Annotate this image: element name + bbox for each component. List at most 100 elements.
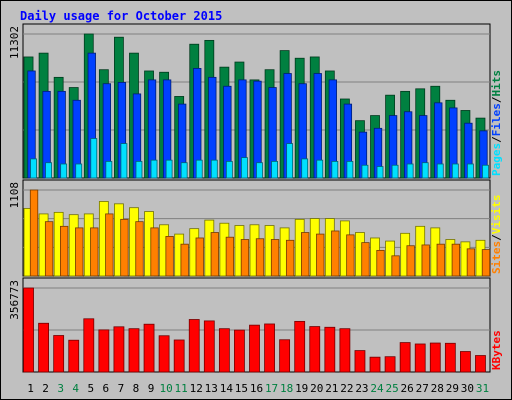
pages-bar-day-3	[60, 163, 68, 179]
kbytes-bar-day-31	[475, 355, 486, 373]
pages-bar-day-11	[180, 162, 188, 179]
pages-bar-day-2	[45, 162, 52, 179]
sites-bar-day-8	[135, 221, 144, 277]
pages-bar-day-25	[391, 164, 399, 179]
sites-bar-day-28	[436, 243, 445, 277]
x-tick-label: 19	[295, 382, 308, 395]
kbytes-bar-day-27	[414, 343, 426, 373]
y-max-label: 356773	[8, 280, 21, 320]
sites-bar-day-31	[481, 249, 491, 277]
visits-sites-panel: 1108 Sites/Visits	[8, 179, 503, 277]
x-tick-label: 20	[310, 382, 323, 395]
legend: Pages/Files/Hits	[490, 70, 503, 176]
x-tick-label: 6	[103, 382, 110, 395]
legend-kbytes: KBytes	[490, 330, 503, 370]
sites-bar-day-12	[195, 237, 204, 277]
kbytes-bar-day-19	[294, 320, 306, 373]
x-tick-label: 16	[250, 382, 263, 395]
sites-bar-day-3	[60, 225, 69, 277]
sites-bar-day-29	[451, 243, 460, 277]
sites-bar-day-30	[466, 248, 476, 277]
legend-separator: /	[490, 136, 503, 143]
kbytes-bar-day-10	[158, 335, 170, 373]
pages-bar-day-30	[467, 163, 474, 179]
kbytes-bar-day-29	[444, 342, 456, 373]
legend-visits: Visits	[490, 195, 503, 235]
pages-bar-day-16	[256, 162, 263, 179]
sites-bar-day-6	[105, 213, 114, 277]
x-tick-label: 7	[118, 382, 125, 395]
kbytes-bar-day-11	[173, 339, 185, 373]
sites-bar-day-9	[150, 227, 159, 277]
legend-separator: /	[490, 234, 503, 241]
legend-pages: Pages	[490, 143, 503, 176]
x-tick-label: 31	[476, 382, 489, 395]
pages-bar-day-6	[105, 161, 113, 179]
sites-bar-day-18	[285, 239, 295, 277]
x-tick-label: 1	[27, 382, 34, 395]
x-tick-label: 12	[190, 382, 203, 395]
pages-bar-day-17	[271, 161, 278, 179]
pages-bar-day-1	[30, 158, 37, 179]
pages-bar-day-15	[241, 157, 248, 179]
kbytes-bar-day-26	[399, 342, 411, 373]
kbytes-bar-day-12	[188, 319, 200, 373]
sites-bar-day-14	[225, 236, 235, 277]
kbytes-bar-day-28	[429, 342, 441, 373]
x-tick-label: 14	[220, 382, 234, 395]
x-tick-label: 5	[87, 382, 94, 395]
pages-bar-day-5	[90, 138, 98, 179]
kbytes-panel: 356773 KBytes	[8, 277, 503, 373]
pages-bar-day-4	[75, 163, 83, 179]
kbytes-bar-day-2	[38, 322, 49, 373]
pages-bar-day-31	[482, 164, 489, 179]
legend-sites: Sites	[490, 241, 503, 274]
sites-bar-day-23	[361, 242, 370, 277]
x-tick-label: 11	[175, 382, 188, 395]
kbytes-bar-day-25	[384, 356, 396, 373]
kbytes-bar-day-1	[23, 287, 34, 373]
x-tick-label: 22	[340, 382, 353, 395]
x-tick-label: 23	[355, 382, 368, 395]
x-axis-day-labels: 1 2 3 4 5 6 7 8 9 10 11 12 13 14 15 16 17 18 19 20 21 22 23 24 2…	[27, 382, 489, 395]
x-tick-label: 9	[148, 382, 155, 395]
x-tick-label: 27	[416, 382, 429, 395]
kbytes-bar-day-6	[98, 329, 110, 373]
sites-bar-day-11	[180, 243, 189, 277]
x-tick-label: 2	[42, 382, 49, 395]
x-tick-label: 17	[265, 382, 278, 395]
kbytes-bar-day-23	[354, 350, 366, 373]
kbytes-bar-day-30	[460, 351, 471, 373]
kbytes-bar-day-7	[113, 326, 125, 373]
x-tick-label: 25	[385, 382, 398, 395]
sites-bar-day-5	[90, 227, 99, 277]
pages-bar-day-13	[210, 159, 218, 179]
pages-bar-day-20	[316, 159, 324, 179]
legend-separator: /	[490, 96, 503, 103]
x-tick-label: 24	[370, 382, 384, 395]
kbytes-bar-day-3	[53, 335, 65, 373]
sites-bar-day-17	[270, 239, 280, 277]
kbytes-bar-day-14	[218, 328, 230, 373]
pages-bar-day-8	[135, 161, 143, 179]
x-tick-label: 29	[446, 382, 459, 395]
sites-bar-day-2	[44, 221, 54, 277]
x-tick-label: 4	[72, 382, 79, 395]
x-tick-label: 28	[431, 382, 444, 395]
sites-bar-day-10	[165, 236, 174, 277]
pages-bar-day-29	[451, 163, 459, 179]
x-tick-label: 26	[401, 382, 414, 395]
x-tick-label: 3	[57, 382, 64, 395]
sites-bar-day-16	[255, 238, 265, 277]
pages-bar-day-26	[406, 163, 414, 179]
pages-bar-day-22	[346, 161, 354, 179]
kbytes-bar-day-17	[264, 323, 275, 373]
x-tick-label: 15	[235, 382, 248, 395]
legend: Sites/Visits	[490, 195, 503, 275]
sites-bar-day-1	[29, 189, 39, 277]
kbytes-bar-day-21	[324, 326, 336, 373]
kbytes-bar-day-9	[143, 323, 155, 373]
kbytes-bar-day-18	[279, 339, 291, 373]
